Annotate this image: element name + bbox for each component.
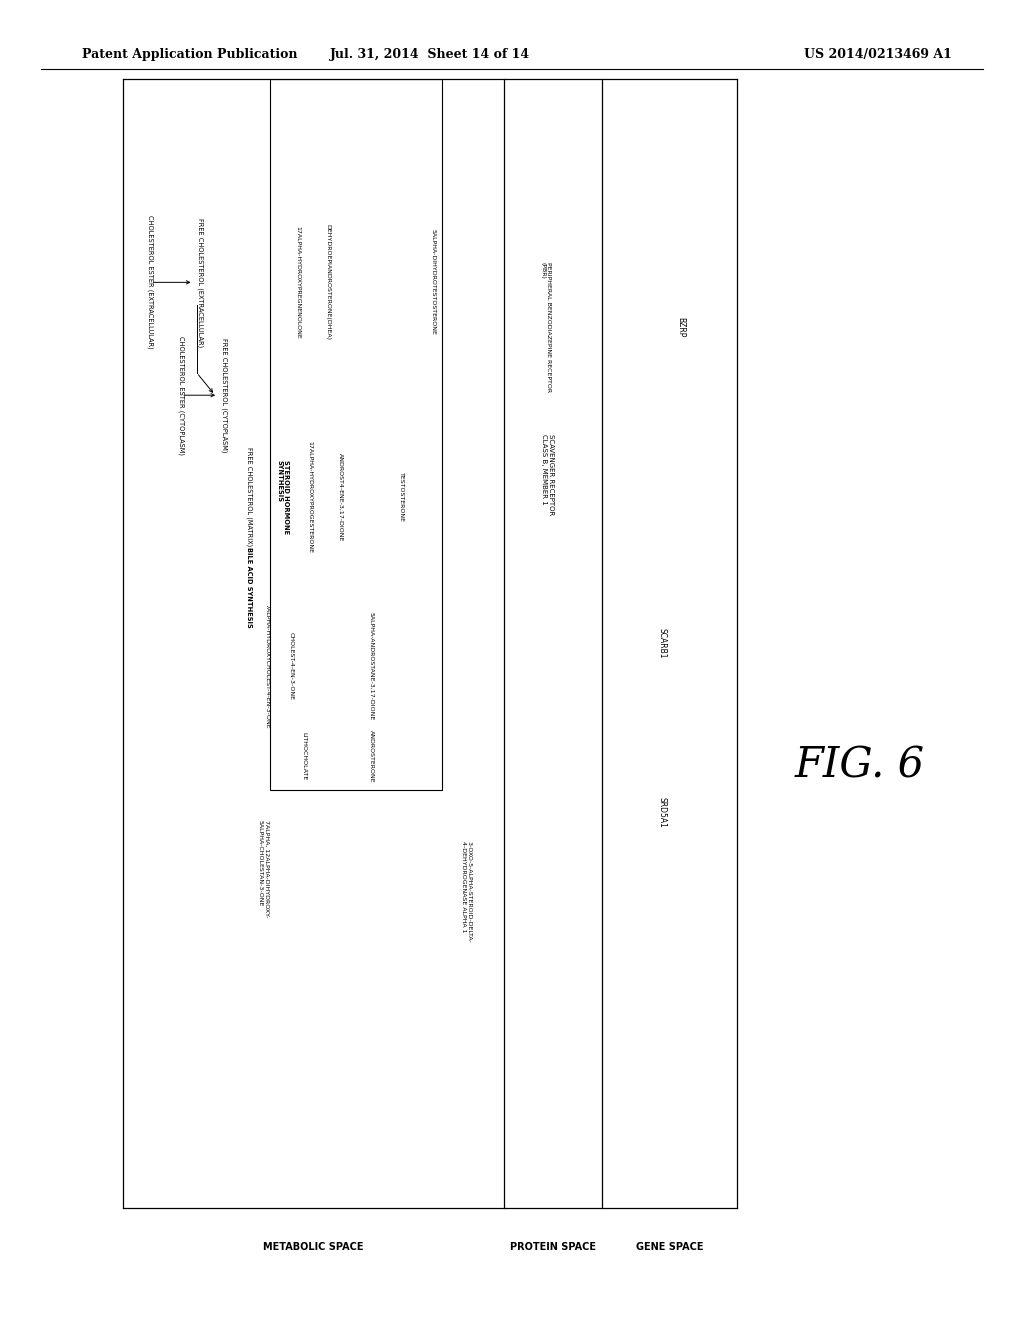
Text: 7ALPHA, 12ALPHA-DIHYDROXY-
5ALPHA-CHOLESTAN-3-ONE: 7ALPHA, 12ALPHA-DIHYDROXY- 5ALPHA-CHOLES… [258,821,269,917]
Text: 5ALPHA-ANDROSTANE-3,17-DIONE: 5ALPHA-ANDROSTANE-3,17-DIONE [369,612,374,721]
Text: FREE CHOLESTEROL (CYTOPLASM): FREE CHOLESTEROL (CYTOPLASM) [221,338,227,453]
Text: 3-OXO-5-ALPHA-STEROID-DELTA-
4-DEHYDROGENASE ALPHA 1: 3-OXO-5-ALPHA-STEROID-DELTA- 4-DEHYDROGE… [461,841,472,942]
Text: BILE ACID SYNTHESIS: BILE ACID SYNTHESIS [246,546,252,627]
Text: GENE SPACE: GENE SPACE [636,1242,703,1251]
Text: 7ALPHA-HYDROXYCHOLEST-4-EN-3-ONE: 7ALPHA-HYDROXYCHOLEST-4-EN-3-ONE [264,603,269,729]
Text: 5ALPHA-DIHYDROTESTOSTERONE: 5ALPHA-DIHYDROTESTOSTERONE [430,230,435,335]
Text: ANDROSTERONE: ANDROSTERONE [369,730,374,783]
Bar [270,79,442,791]
Text: FIG. 6: FIG. 6 [795,744,926,787]
Text: DEHYDROEPIANDROSTERONE(DHEA): DEHYDROEPIANDROSTERONE(DHEA) [326,224,331,341]
Text: LITHOCHOLATE: LITHOCHOLATE [301,733,306,780]
Text: FREE CHOLESTEROL (MATRIX): FREE CHOLESTEROL (MATRIX) [246,447,252,546]
Text: METABOLIC SPACE: METABOLIC SPACE [263,1242,364,1251]
Text: 17ALPHA-HYDROXYPREGNENOLONE: 17ALPHA-HYDROXYPREGNENOLONE [295,226,300,339]
Text: STEROID HORMONE
SYNTHESIS: STEROID HORMONE SYNTHESIS [276,459,290,533]
Text: CHOLEST-4-EN-3-ONE: CHOLEST-4-EN-3-ONE [289,632,294,700]
Text: SRD5A1: SRD5A1 [657,797,667,828]
Text: Jul. 31, 2014  Sheet 14 of 14: Jul. 31, 2014 Sheet 14 of 14 [330,48,530,61]
Text: PERIPHERAL BENZODIAZEPINE RECEPTOR
(PBR): PERIPHERAL BENZODIAZEPINE RECEPTOR (PBR) [541,263,552,392]
Text: CHOLESTEROL ESTER (EXTRACELLULAR): CHOLESTEROL ESTER (EXTRACELLULAR) [147,215,154,350]
Text: BZRP: BZRP [676,317,685,338]
Text: Patent Application Publication: Patent Application Publication [82,48,297,61]
Text: CHOLESTEROL ESTER (CYTOPLASM): CHOLESTEROL ESTER (CYTOPLASM) [178,335,184,454]
Text: PROTEIN SPACE: PROTEIN SPACE [510,1242,596,1251]
Text: US 2014/0213469 A1: US 2014/0213469 A1 [805,48,952,61]
Text: SCARB1: SCARB1 [657,628,667,659]
Text: SCAVENGER RECEPTOR
CLASS B, MEMBER 1: SCAVENGER RECEPTOR CLASS B, MEMBER 1 [541,433,554,515]
Text: FREE CHOLESTEROL (EXTRACELLULAR): FREE CHOLESTEROL (EXTRACELLULAR) [197,218,203,347]
Text: ANDROST4-ENE-3,17-DIONE: ANDROST4-ENE-3,17-DIONE [338,453,343,541]
Text: 17ALPHA-HYDROXYPROGESTERONE: 17ALPHA-HYDROXYPROGESTERONE [307,441,312,553]
Text: TESTOSTERONE: TESTOSTERONE [399,471,404,521]
